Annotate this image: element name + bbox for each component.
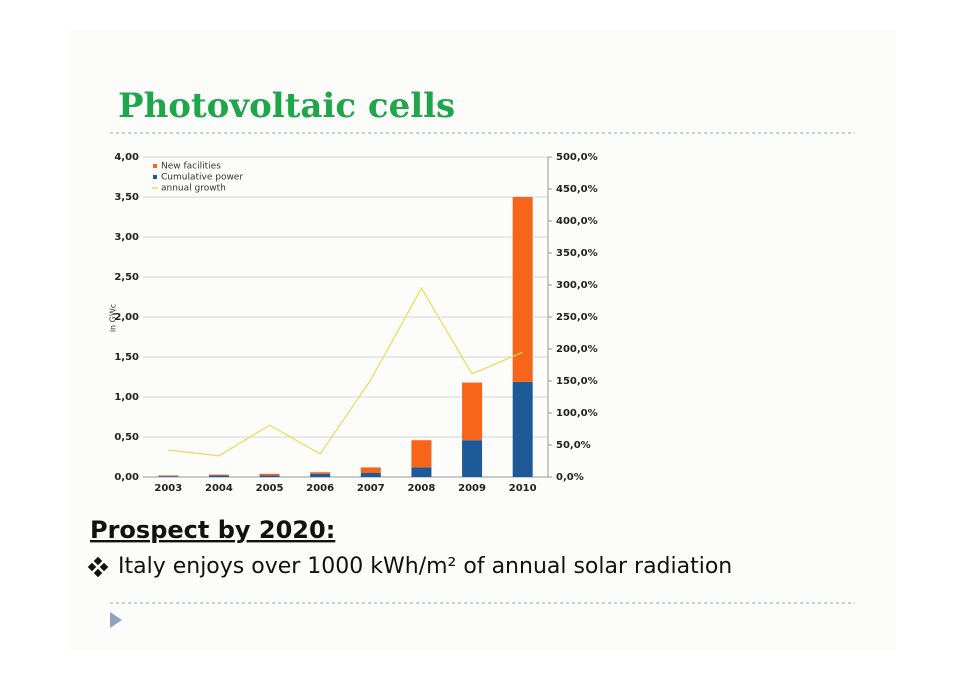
y-tick-label: 4,00 xyxy=(114,152,139,163)
y-tick-label: 1,00 xyxy=(114,392,139,403)
y2-tick-label: 0,0% xyxy=(556,472,584,483)
bar-segment xyxy=(158,475,179,477)
growth-line xyxy=(168,286,523,457)
legend-swatch xyxy=(153,164,157,168)
bar-segment xyxy=(208,475,229,477)
bar-segment xyxy=(512,197,533,382)
bar-segment xyxy=(360,467,381,473)
y-tick-label: 2,00 xyxy=(114,312,139,323)
y2-tick-label: 400,0% xyxy=(556,216,598,227)
bar-segment xyxy=(462,440,483,477)
y2-tick-label: 250,0% xyxy=(556,312,598,323)
heading: Prospect by 2020: xyxy=(90,516,335,544)
y2-tick-label: 350,0% xyxy=(556,248,598,259)
x-tick-label: 2009 xyxy=(458,483,486,494)
x-tick-label: 2004 xyxy=(205,483,233,494)
y2-tick-label: 150,0% xyxy=(556,376,598,387)
x-tick-label: 2008 xyxy=(408,483,436,494)
legend-label: annual growth xyxy=(161,184,226,194)
bar-segment xyxy=(462,382,483,441)
y2-tick-label: 50,0% xyxy=(556,440,591,451)
y-tick-label: 0,50 xyxy=(114,432,139,443)
y2-tick-label: 300,0% xyxy=(556,280,598,291)
slide-title: Photovoltaic cells xyxy=(118,86,455,126)
x-tick-label: 2003 xyxy=(154,483,182,494)
bar-segment xyxy=(158,476,179,477)
x-tick-label: 2006 xyxy=(306,483,334,494)
y-tick-label: 3,50 xyxy=(114,192,139,203)
y2-tick-label: 500,0% xyxy=(556,152,598,163)
bar-segment xyxy=(360,473,381,477)
x-tick-label: 2005 xyxy=(256,483,284,494)
y-tick-label: 1,50 xyxy=(114,352,139,363)
y-tick-label: 2,50 xyxy=(114,272,139,283)
bar-segment xyxy=(512,381,533,477)
bar-segment xyxy=(259,473,280,476)
y2-tick-label: 100,0% xyxy=(556,408,598,419)
x-tick-label: 2010 xyxy=(509,483,537,494)
bar-segment xyxy=(259,475,280,477)
legend-label: New facilities xyxy=(161,162,221,172)
y2-tick-label: 450,0% xyxy=(556,184,598,195)
y-axis-label: in GWc xyxy=(109,304,118,332)
y2-tick-label: 200,0% xyxy=(556,344,598,355)
nav-arrow xyxy=(110,612,122,628)
x-tick-label: 2007 xyxy=(357,483,385,494)
y-tick-label: 3,00 xyxy=(114,232,139,243)
y-tick-label: 0,00 xyxy=(114,472,139,483)
bar-segment xyxy=(411,467,432,477)
bar-segment xyxy=(310,472,331,474)
bar-segment xyxy=(208,474,229,476)
bar-segment xyxy=(411,440,432,468)
legend-label: Cumulative power xyxy=(161,173,243,183)
bar-segment xyxy=(310,473,331,477)
bullet-text: Italy enjoys over 1000 kWh/m² of annual … xyxy=(118,554,732,579)
legend-swatch xyxy=(153,175,157,179)
